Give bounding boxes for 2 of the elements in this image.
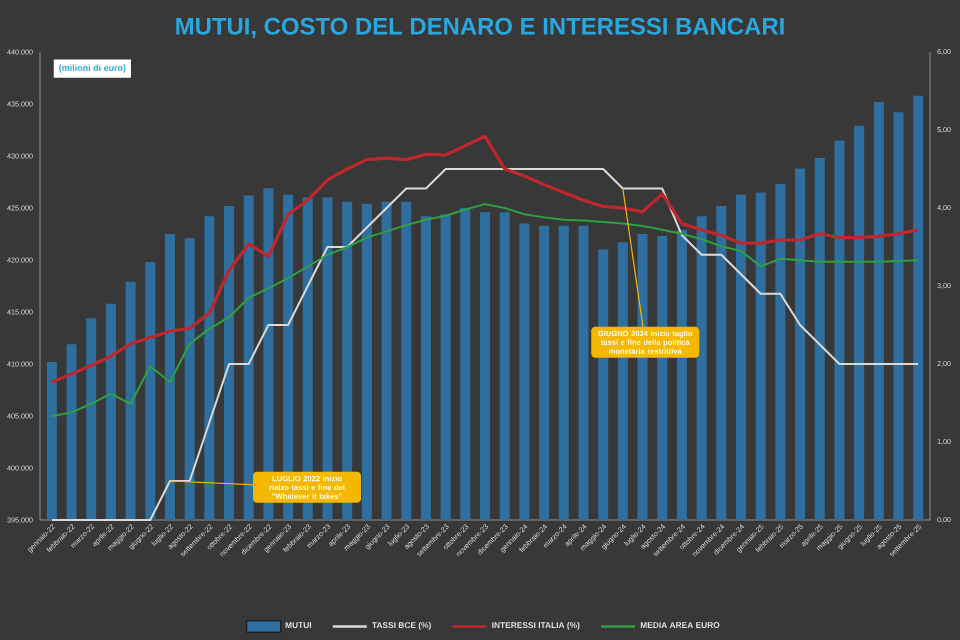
- chart-title: MUTUI, COSTO DEL DENARO E INTERESSI BANCARI: [176, 17, 784, 39]
- line-series: [50, 134, 920, 384]
